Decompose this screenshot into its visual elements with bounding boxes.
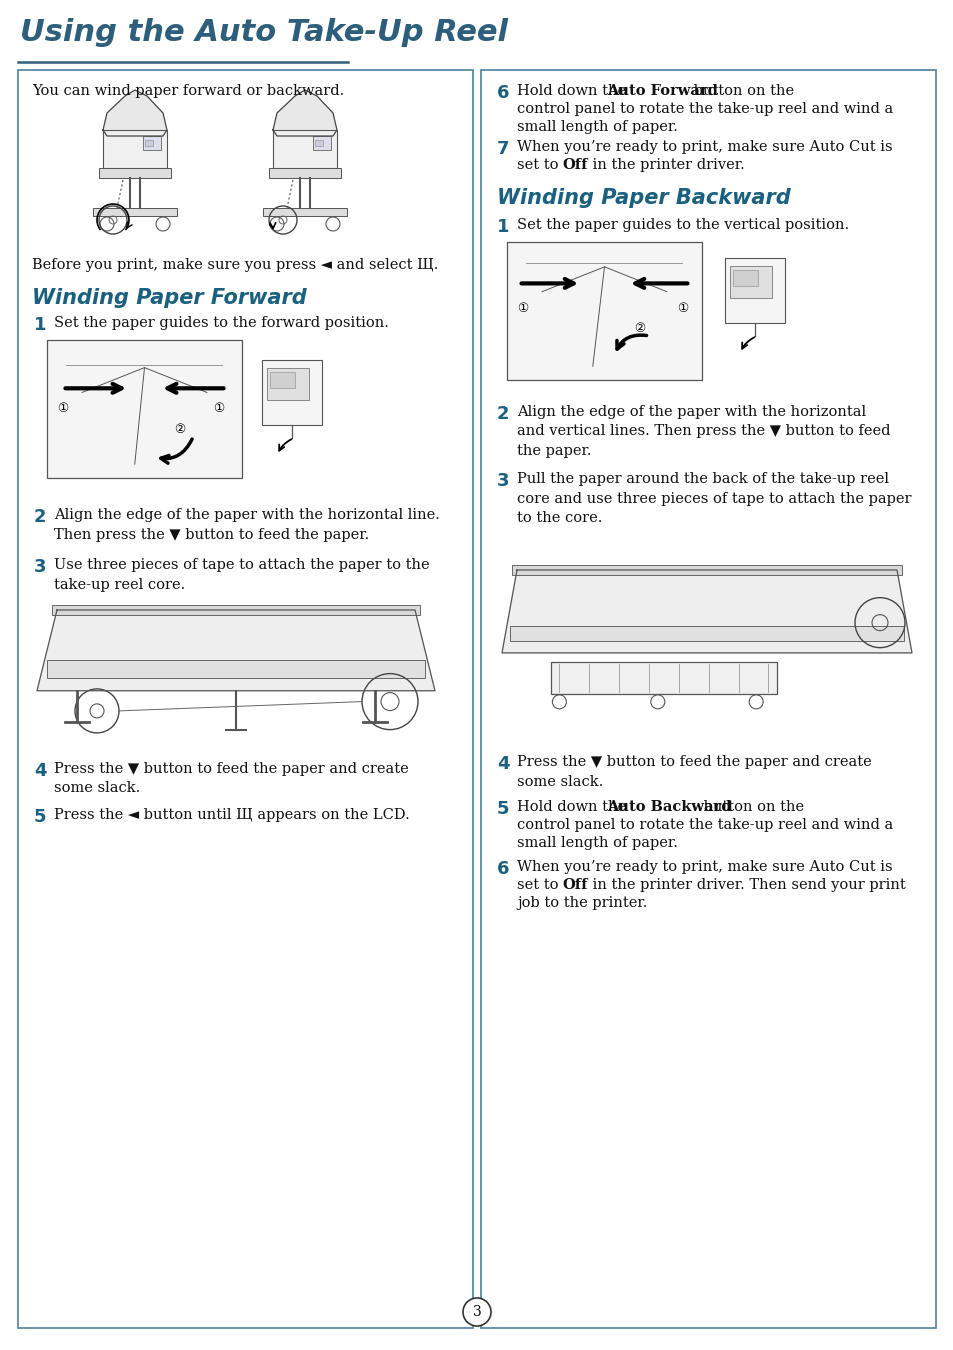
Polygon shape (501, 570, 911, 653)
Text: Align the edge of the paper with the horizontal
and vertical lines. Then press t: Align the edge of the paper with the hor… (517, 405, 889, 458)
Bar (267, 369, 309, 400)
Text: Before you print, make sure you press ◄ and select Щ.: Before you print, make sure you press ◄ … (32, 258, 438, 271)
Text: job to the printer.: job to the printer. (517, 896, 647, 910)
Bar (480, 70, 935, 1328)
Text: button on the: button on the (688, 84, 793, 99)
Text: Off: Off (561, 158, 587, 171)
Bar (103, 130, 167, 167)
Circle shape (462, 1297, 491, 1326)
Text: small length of paper.: small length of paper. (517, 120, 678, 134)
Bar (269, 167, 340, 178)
Text: control panel to rotate the take-up reel and wind a: control panel to rotate the take-up reel… (517, 818, 892, 832)
Bar (18, 70, 473, 1328)
Bar (724, 258, 784, 323)
Text: in the printer driver.: in the printer driver. (587, 158, 744, 171)
Text: Winding Paper Backward: Winding Paper Backward (497, 188, 790, 208)
Text: 7: 7 (497, 140, 509, 158)
Bar (52, 605, 419, 616)
Text: Winding Paper Forward: Winding Paper Forward (32, 288, 307, 308)
Text: ②: ② (173, 423, 185, 436)
Text: 6: 6 (497, 860, 509, 878)
Text: control panel to rotate the take-up reel and wind a: control panel to rotate the take-up reel… (517, 103, 892, 116)
Text: 3: 3 (34, 558, 47, 576)
Text: 6: 6 (497, 84, 509, 103)
Text: 4: 4 (497, 755, 509, 774)
Bar (273, 130, 336, 167)
Text: ②: ② (634, 323, 644, 335)
Bar (47, 660, 424, 678)
Text: ①: ① (677, 302, 687, 315)
Bar (314, 140, 323, 146)
Bar (262, 360, 322, 425)
Bar (512, 566, 901, 575)
Text: Set the paper guides to the vertical position.: Set the paper guides to the vertical pos… (517, 217, 848, 232)
Text: 4: 4 (34, 761, 47, 780)
Polygon shape (103, 90, 167, 136)
Bar (263, 208, 347, 216)
Text: ①: ① (213, 402, 224, 416)
Polygon shape (273, 90, 336, 136)
Text: Press the ▼ button to feed the paper and create
some slack.: Press the ▼ button to feed the paper and… (517, 755, 871, 788)
Text: 5: 5 (34, 809, 47, 826)
Text: Using the Auto Take-Up Reel: Using the Auto Take-Up Reel (20, 18, 507, 47)
Text: When you’re ready to print, make sure Auto Cut is: When you’re ready to print, make sure Au… (517, 140, 892, 154)
Text: 1: 1 (34, 316, 47, 333)
Text: small length of paper.: small length of paper. (517, 836, 678, 850)
Text: Press the ◄ button until Щ appears on the LCD.: Press the ◄ button until Щ appears on th… (54, 809, 410, 822)
Text: When you’re ready to print, make sure Auto Cut is: When you’re ready to print, make sure Au… (517, 860, 892, 873)
Bar (313, 136, 331, 150)
Bar (510, 626, 903, 641)
Text: Align the edge of the paper with the horizontal line.
Then press the ▼ button to: Align the edge of the paper with the hor… (54, 508, 439, 541)
Bar (99, 167, 171, 178)
Bar (92, 208, 177, 216)
Bar (143, 136, 161, 150)
Text: Hold down the: Hold down the (517, 84, 630, 99)
Text: Set the paper guides to the forward position.: Set the paper guides to the forward posi… (54, 316, 389, 329)
Text: You can wind paper forward or backward.: You can wind paper forward or backward. (32, 84, 344, 99)
Bar (732, 270, 758, 286)
Text: 2: 2 (34, 508, 47, 526)
Bar (270, 373, 294, 387)
Bar (506, 242, 701, 379)
Text: ①: ① (57, 402, 69, 416)
Bar (47, 340, 242, 478)
Text: Press the ▼ button to feed the paper and create
some slack.: Press the ▼ button to feed the paper and… (54, 761, 408, 795)
Text: Pull the paper around the back of the take-up reel
core and use three pieces of : Pull the paper around the back of the ta… (517, 472, 910, 525)
Text: Off: Off (561, 878, 587, 892)
Polygon shape (37, 610, 435, 691)
Text: Auto Backward: Auto Backward (606, 801, 731, 814)
Text: 2: 2 (497, 405, 509, 423)
Text: set to: set to (517, 878, 562, 892)
Bar (551, 662, 776, 694)
Text: 3: 3 (497, 472, 509, 490)
Text: button on the: button on the (699, 801, 803, 814)
Text: ①: ① (517, 302, 528, 315)
Text: in the printer driver. Then send your print: in the printer driver. Then send your pr… (587, 878, 904, 892)
Text: Use three pieces of tape to attach the paper to the
take-up reel core.: Use three pieces of tape to attach the p… (54, 558, 429, 591)
Text: set to: set to (517, 158, 562, 171)
Text: 3: 3 (472, 1305, 481, 1319)
Text: Hold down the: Hold down the (517, 801, 630, 814)
Text: Auto Forward: Auto Forward (606, 84, 717, 99)
Bar (729, 266, 771, 298)
Bar (145, 140, 152, 146)
Text: 5: 5 (497, 801, 509, 818)
Text: 1: 1 (497, 217, 509, 236)
